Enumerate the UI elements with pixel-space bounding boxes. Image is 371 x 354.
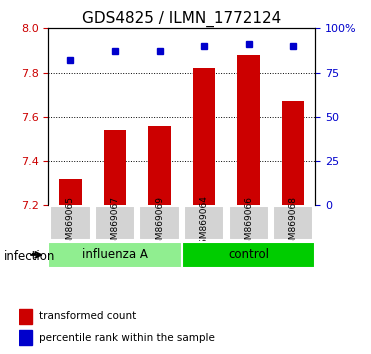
Text: GSM869067: GSM869067 bbox=[111, 195, 119, 251]
Bar bbox=[193, 68, 215, 205]
FancyBboxPatch shape bbox=[139, 206, 180, 240]
Text: control: control bbox=[228, 248, 269, 261]
Bar bbox=[237, 55, 260, 205]
FancyBboxPatch shape bbox=[229, 206, 269, 240]
FancyBboxPatch shape bbox=[48, 242, 182, 268]
FancyBboxPatch shape bbox=[95, 206, 135, 240]
Bar bbox=[19, 309, 32, 324]
Bar bbox=[19, 330, 32, 345]
Text: percentile rank within the sample: percentile rank within the sample bbox=[39, 332, 214, 343]
Text: infection: infection bbox=[4, 250, 55, 263]
FancyBboxPatch shape bbox=[273, 206, 313, 240]
FancyBboxPatch shape bbox=[182, 242, 315, 268]
Bar bbox=[148, 126, 171, 205]
FancyBboxPatch shape bbox=[184, 206, 224, 240]
Text: GSM869069: GSM869069 bbox=[155, 195, 164, 251]
Text: GSM869066: GSM869066 bbox=[244, 195, 253, 251]
Text: GSM869065: GSM869065 bbox=[66, 195, 75, 251]
Bar bbox=[104, 130, 126, 205]
FancyBboxPatch shape bbox=[50, 206, 91, 240]
Text: GSM869064: GSM869064 bbox=[200, 195, 209, 251]
Title: GDS4825 / ILMN_1772124: GDS4825 / ILMN_1772124 bbox=[82, 11, 282, 27]
Bar bbox=[282, 101, 304, 205]
Text: transformed count: transformed count bbox=[39, 311, 136, 321]
Bar bbox=[59, 179, 82, 205]
Text: GSM869068: GSM869068 bbox=[289, 195, 298, 251]
Text: influenza A: influenza A bbox=[82, 248, 148, 261]
